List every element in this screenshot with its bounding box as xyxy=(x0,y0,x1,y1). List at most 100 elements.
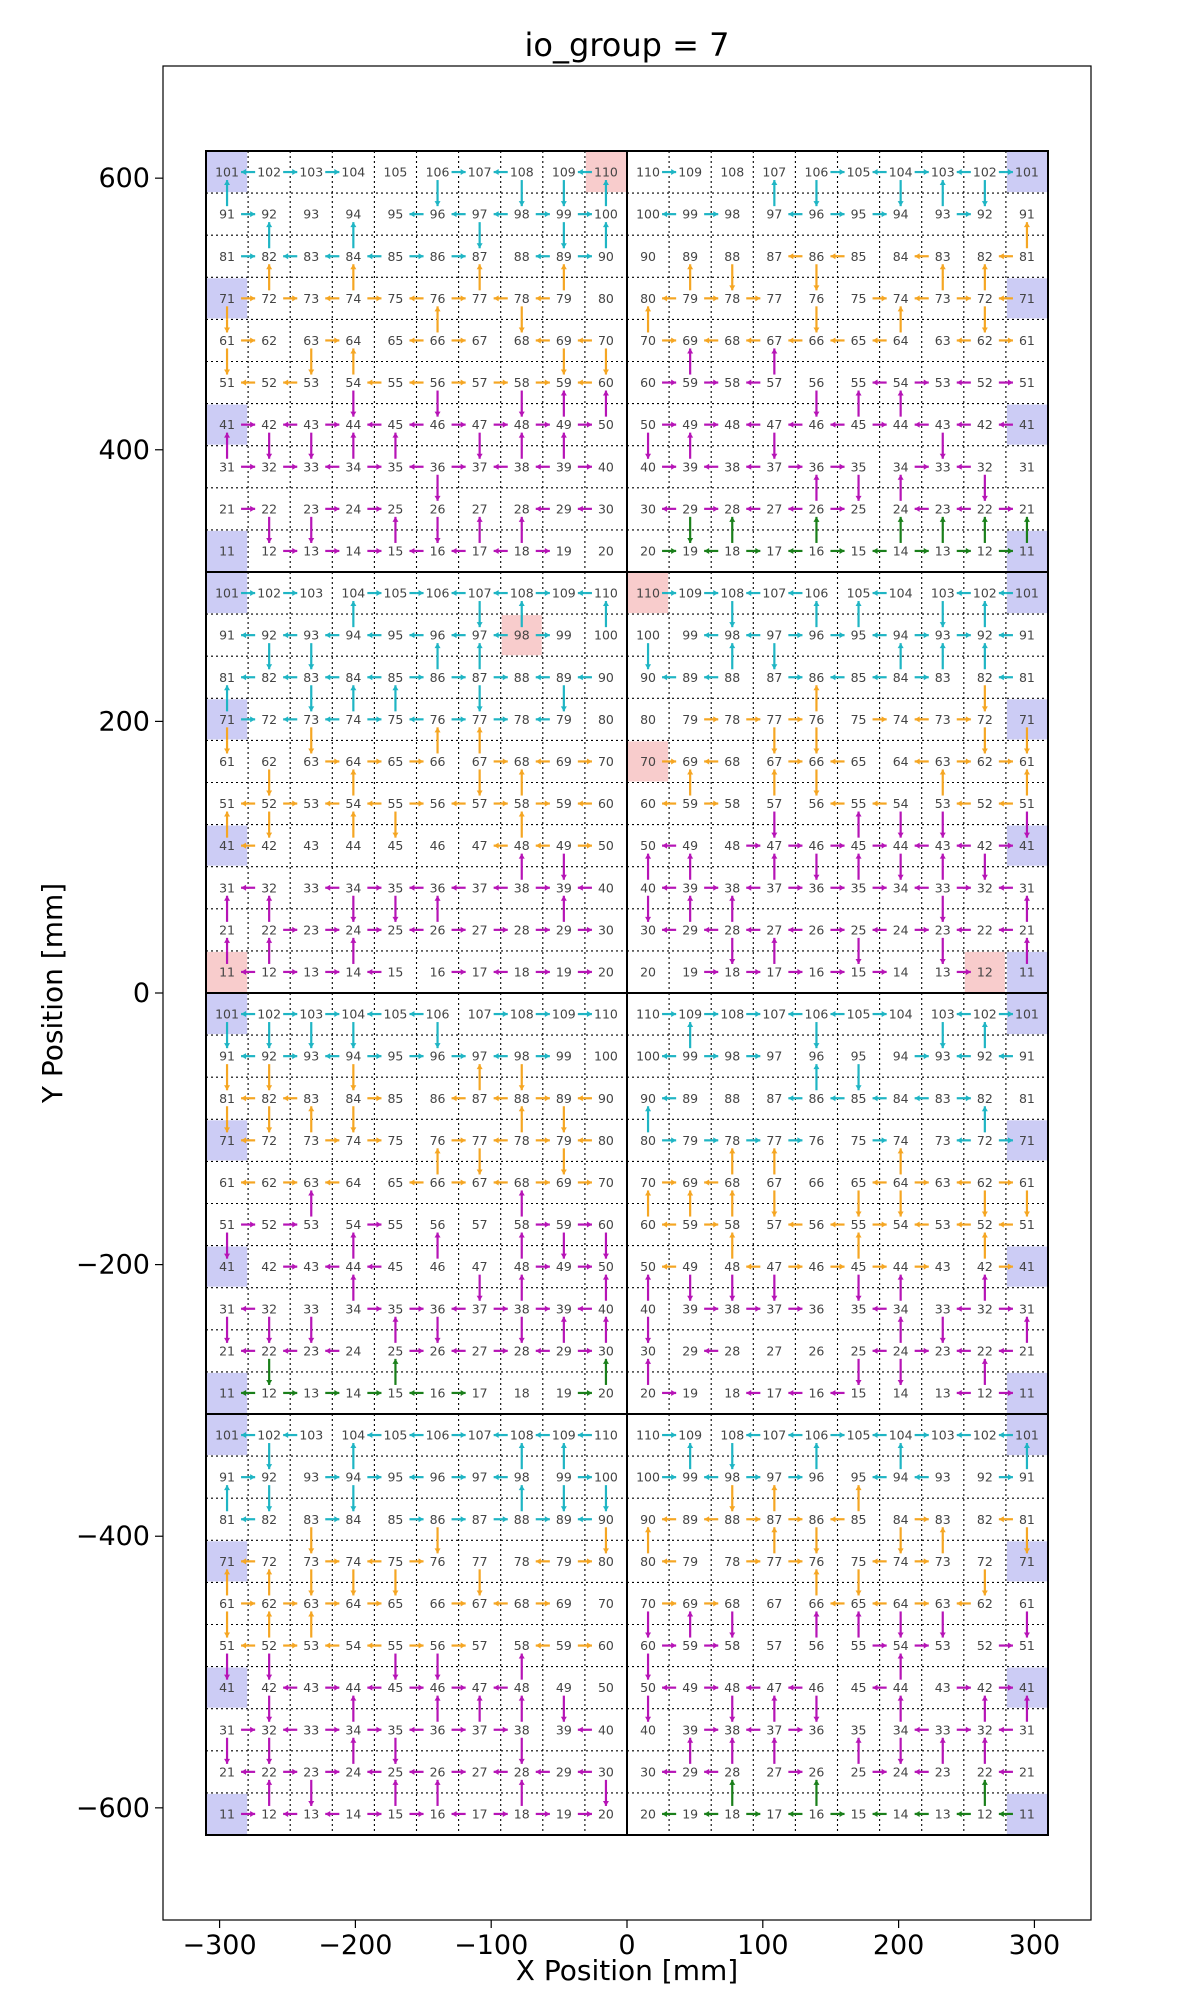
chip-label: 75 xyxy=(387,291,403,306)
chip-label: 68 xyxy=(514,1596,530,1611)
chip-label: 82 xyxy=(261,249,277,264)
connection-arrow-head xyxy=(224,895,231,901)
connection-arrow-head xyxy=(577,1726,583,1733)
chip-label: 21 xyxy=(1019,501,1035,516)
chip-label: 42 xyxy=(261,417,277,432)
chip-label: 59 xyxy=(682,1638,698,1653)
connection-arrow-head xyxy=(283,674,289,681)
chip-label: 31 xyxy=(1019,880,1035,895)
chip-label: 78 xyxy=(724,1554,740,1569)
connection-arrow-head xyxy=(965,295,971,302)
connection-arrow-head xyxy=(292,1642,298,1649)
connection-arrow-head xyxy=(518,853,525,859)
chip-label: 94 xyxy=(893,1049,909,1064)
connection-arrow-head xyxy=(518,327,525,333)
connection-arrow-head xyxy=(771,1695,778,1701)
chip-label: 82 xyxy=(261,670,277,685)
chip-label: 87 xyxy=(472,1512,488,1527)
connection-arrow-head xyxy=(704,758,710,765)
chip-label: 91 xyxy=(219,628,235,643)
connection-arrow-head xyxy=(493,547,499,554)
connection-arrow-head xyxy=(292,1011,298,1018)
chip-label: 52 xyxy=(261,1638,277,1653)
chip-label: 88 xyxy=(514,249,530,264)
connection-arrow-head xyxy=(376,590,382,597)
connection-arrow-head xyxy=(797,632,803,639)
connection-arrow-head xyxy=(502,1011,508,1018)
connection-arrow-head xyxy=(872,1179,878,1186)
chip-label: 33 xyxy=(935,1301,951,1316)
connection-arrow-head xyxy=(493,1768,499,1775)
chip-label: 86 xyxy=(808,1091,824,1106)
connection-arrow-head xyxy=(502,926,508,933)
connection-arrow-head xyxy=(771,1485,778,1491)
connection-arrow-head xyxy=(518,1274,525,1280)
chip-label: 66 xyxy=(430,1596,446,1611)
chip-label: 41 xyxy=(1019,1680,1035,1695)
chip-label: 73 xyxy=(935,1133,951,1148)
connection-arrow-head xyxy=(325,1642,331,1649)
chip-label: 102 xyxy=(973,1428,997,1443)
connection-arrow-head xyxy=(350,1127,357,1133)
connection-arrow-head xyxy=(292,169,298,176)
chip-label: 78 xyxy=(514,1133,530,1148)
connection-arrow-head xyxy=(350,1506,357,1512)
chip-label: 108 xyxy=(720,165,744,180)
chip-label: 63 xyxy=(935,754,951,769)
x-tick-label: −200 xyxy=(318,1930,392,1961)
chip-label: 98 xyxy=(724,628,740,643)
connection-arrow-head xyxy=(981,1211,988,1217)
chip-label: 108 xyxy=(720,1428,744,1443)
connection-arrow-head xyxy=(855,811,862,817)
connection-arrow-head xyxy=(308,369,315,375)
connection-arrow-head xyxy=(334,1684,340,1691)
chip-label: 96 xyxy=(808,1049,824,1064)
connection-arrow-head xyxy=(1007,1642,1013,1649)
connection-arrow-head xyxy=(965,547,971,554)
connection-arrow-head xyxy=(476,1695,483,1701)
connection-arrow-head xyxy=(476,243,483,249)
connection-arrow-head xyxy=(518,1443,525,1449)
connection-arrow-head xyxy=(872,1600,878,1607)
connection-arrow-head xyxy=(535,758,541,765)
connection-arrow-head xyxy=(586,1810,592,1817)
chip-label: 83 xyxy=(303,670,319,685)
connection-arrow-head xyxy=(998,253,1004,260)
connection-arrow-head xyxy=(956,463,962,470)
connection-arrow-head xyxy=(998,421,1004,428)
chip-label: 34 xyxy=(345,880,361,895)
chip-label: 17 xyxy=(766,543,782,558)
connection-arrow-head xyxy=(755,968,761,975)
chip-label: 26 xyxy=(430,922,446,937)
chip-label: 61 xyxy=(219,333,235,348)
connection-arrow-head xyxy=(813,516,820,522)
chip-label: 76 xyxy=(808,712,824,727)
connection-arrow-head xyxy=(797,1768,803,1775)
connection-arrow-head xyxy=(602,390,609,396)
connection-arrow-head xyxy=(1023,832,1030,838)
connection-arrow-head xyxy=(292,1179,298,1186)
chip-label: 61 xyxy=(1019,754,1035,769)
connection-arrow-head xyxy=(771,937,778,943)
connection-arrow-head xyxy=(460,1684,466,1691)
chip-label: 95 xyxy=(851,1049,867,1064)
chip-label: 108 xyxy=(510,165,534,180)
chip-label: 79 xyxy=(556,1554,572,1569)
connection-arrow-head xyxy=(923,1347,929,1354)
connection-arrow-head xyxy=(746,632,752,639)
connection-arrow-head xyxy=(334,1137,340,1144)
chip-label: 51 xyxy=(1019,1638,1035,1653)
chip-label: 78 xyxy=(724,712,740,727)
connection-arrow-head xyxy=(981,1695,988,1701)
chip-label: 11 xyxy=(219,1385,235,1400)
connection-arrow-head xyxy=(434,643,441,649)
connection-arrow-head xyxy=(476,790,483,796)
connection-arrow-head xyxy=(881,421,887,428)
connection-arrow-head xyxy=(502,800,508,807)
connection-arrow-head xyxy=(409,295,415,302)
chip-label: 24 xyxy=(893,501,909,516)
connection-arrow-head xyxy=(671,1642,677,1649)
connection-arrow-head xyxy=(671,1137,677,1144)
